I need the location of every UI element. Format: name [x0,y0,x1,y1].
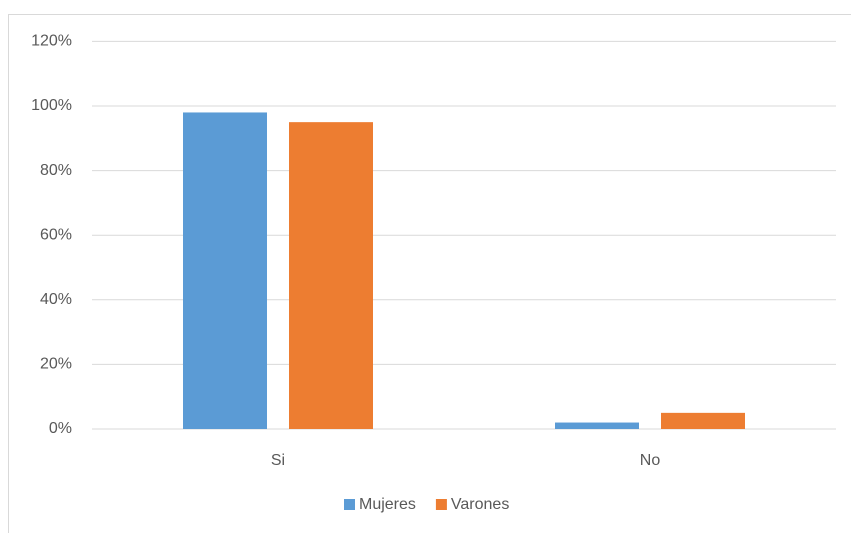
bar [289,122,373,430]
legend-label: Mujeres [359,496,416,513]
bar [661,412,745,429]
bar [183,112,267,430]
legend-label: Varones [451,496,509,513]
y-tick-label: 20% [40,356,72,373]
y-tick-label: 60% [40,226,72,243]
x-tick-label: No [640,452,661,469]
y-tick-label: 40% [40,291,72,308]
y-tick-label: 120% [31,33,72,50]
x-tick-label: Si [271,452,285,469]
legend-swatch [435,499,447,510]
y-tick-label: 100% [31,97,72,114]
chart-border [8,14,851,533]
legend-swatch [344,499,355,510]
y-tick-label: 0% [49,420,72,437]
y-tick-label: 80% [40,162,72,179]
bar [555,422,639,429]
